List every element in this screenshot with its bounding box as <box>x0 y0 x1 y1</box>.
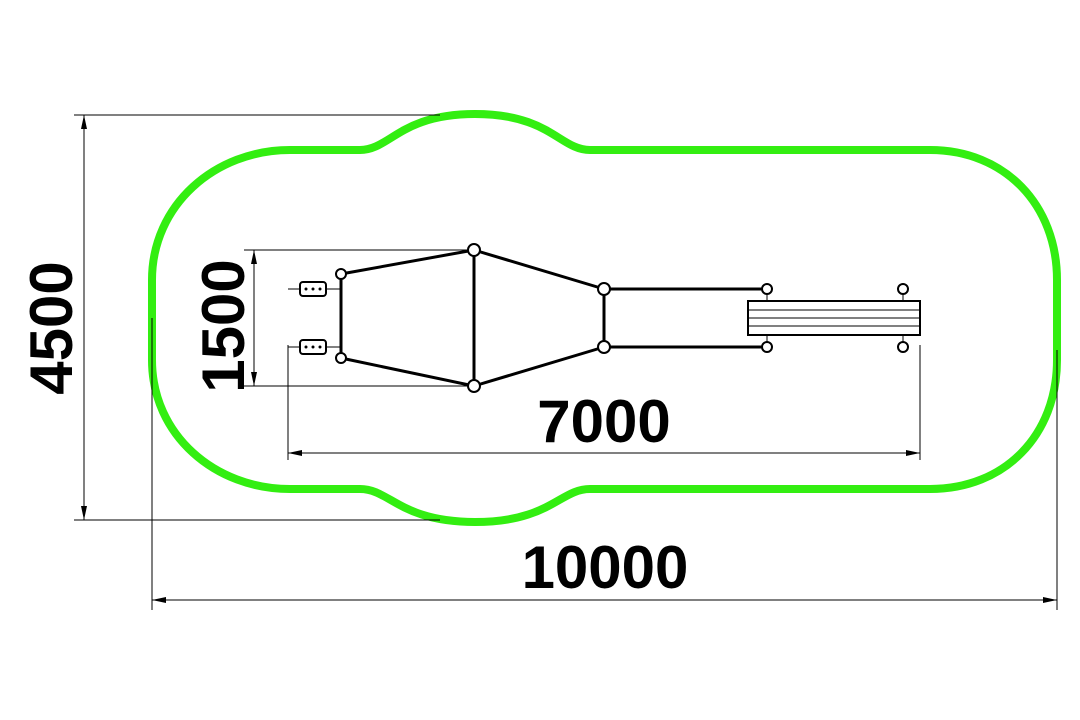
equipment-frame <box>335 243 909 393</box>
dimension-equipment-width: 1500 <box>190 249 474 393</box>
seat-bench <box>747 294 921 342</box>
joint-node <box>597 282 611 296</box>
safety-zone-outline <box>148 110 1061 526</box>
dimension-label-1500: 1500 <box>190 259 257 392</box>
joint-node <box>761 283 773 295</box>
joint-node <box>467 379 481 393</box>
dimension-equipment-length: 7000 <box>287 345 921 460</box>
joint-node <box>335 268 347 280</box>
dimension-label-4500: 4500 <box>18 261 85 394</box>
joint-node <box>467 243 481 257</box>
joint-node <box>897 283 909 295</box>
dimension-label-10000: 10000 <box>522 534 689 601</box>
dimension-overall-length: 10000 <box>151 318 1058 610</box>
joint-node <box>335 352 347 364</box>
dimension-overall-width: 4500 <box>18 114 440 521</box>
joint-node <box>761 341 773 353</box>
handle-grip-bottom <box>288 339 341 355</box>
handle-grip-top <box>288 281 341 297</box>
dimension-label-7000: 7000 <box>537 388 670 455</box>
joint-node <box>597 340 611 354</box>
joint-node <box>897 341 909 353</box>
